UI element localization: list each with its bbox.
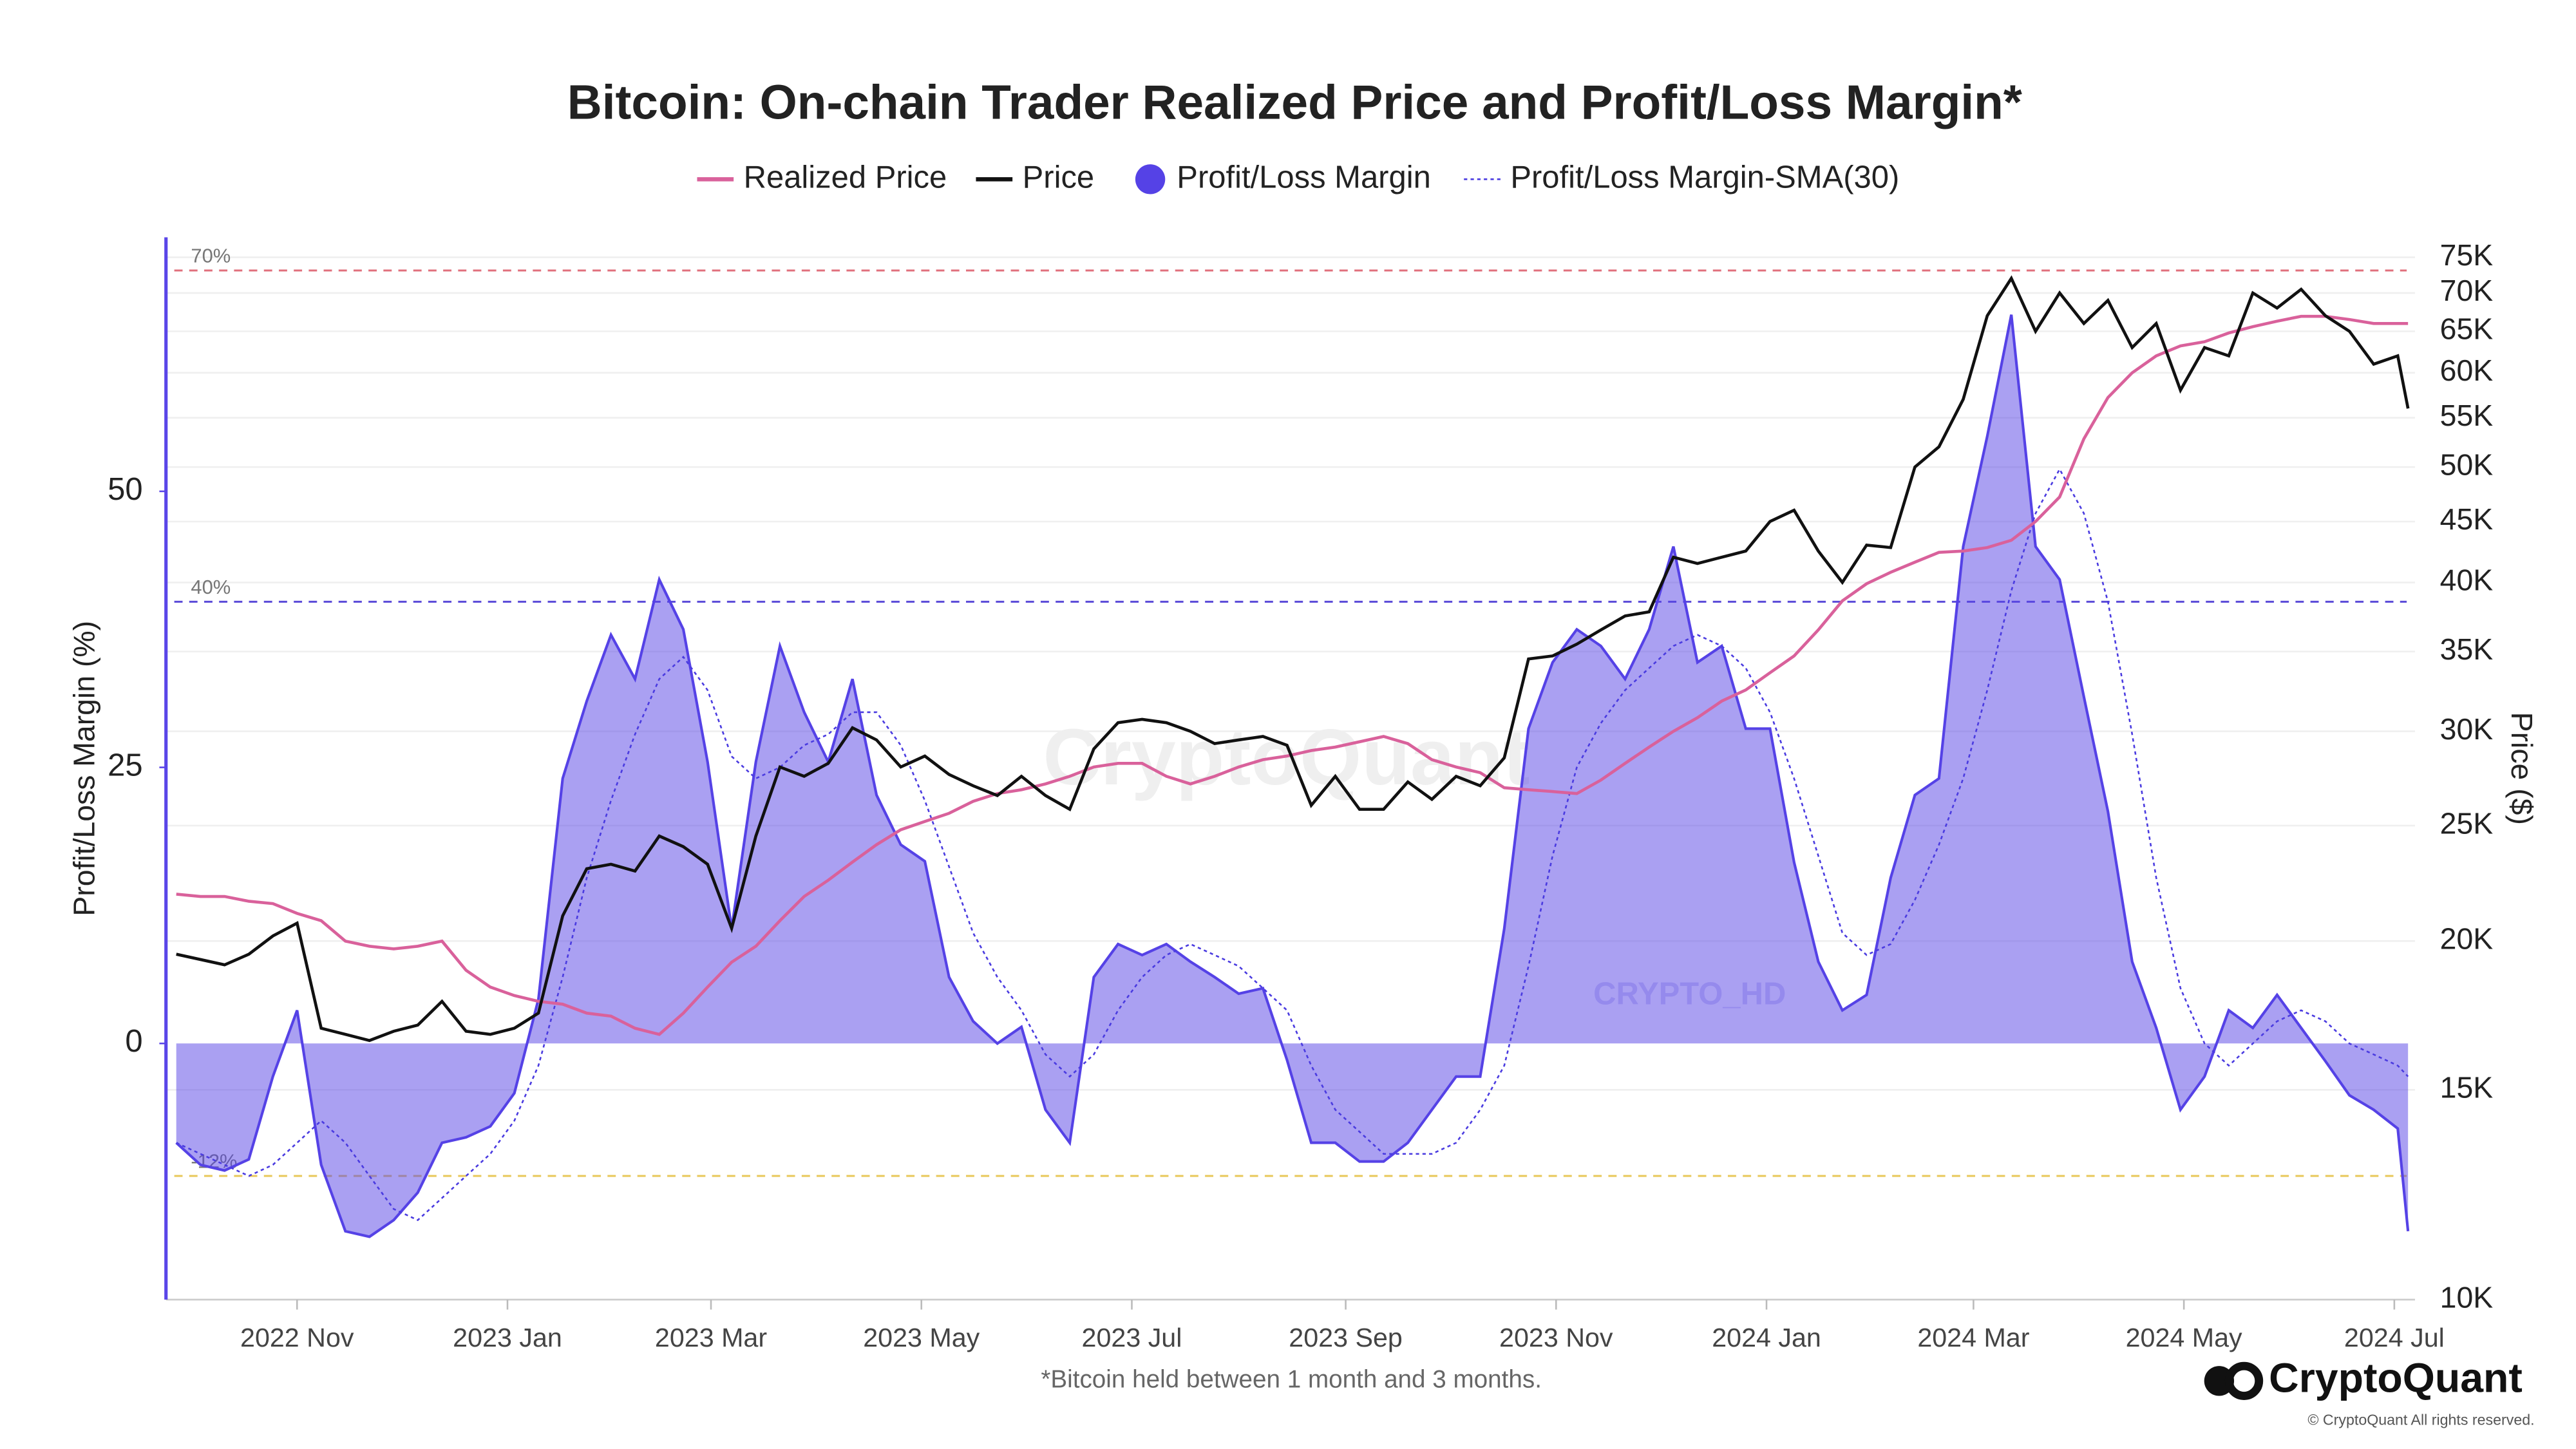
y2-tick-label: 20K [2440, 922, 2494, 956]
y2-tick-label: 10K [2440, 1280, 2494, 1314]
chart-title: Bitcoin: On-chain Trader Realized Price … [567, 75, 2023, 129]
line [176, 467, 2409, 1222]
x-tick-label: 2022 Nov [240, 1323, 354, 1352]
x-tick-label: 2024 Jan [1712, 1323, 1821, 1352]
legend-swatch [1135, 164, 1166, 194]
y2-tick-label: 75K [2440, 238, 2494, 272]
x-tick-label: 2023 May [863, 1323, 980, 1352]
y-tick-label: 25 [108, 748, 142, 783]
y2-tick-label: 40K [2440, 564, 2494, 597]
brand-logo [2204, 1361, 2264, 1400]
y2-tick-label: 70K [2440, 274, 2494, 307]
y2-tick-label: 15K [2440, 1071, 2494, 1104]
y2-tick-label: 50K [2440, 448, 2494, 481]
line [176, 275, 2410, 1043]
reference-label: 70% [191, 245, 231, 267]
area-edge [175, 314, 2410, 1238]
footnote: *Bitcoin held between 1 month and 3 mont… [1041, 1366, 1542, 1394]
reference-label: 40% [191, 576, 231, 598]
x-tick-label: 2024 May [2126, 1323, 2242, 1352]
x-tick-label: 2023 Jul [1082, 1323, 1182, 1352]
legend-label: Profit/Loss Margin [1177, 160, 1430, 194]
y2-tick-label: 55K [2440, 399, 2494, 432]
x-tick-label: 2023 Jan [453, 1323, 562, 1352]
y2-axis-label: Price ($) [2505, 712, 2539, 825]
y2-tick-label: 65K [2440, 312, 2494, 346]
y2-tick-label: 45K [2440, 502, 2494, 536]
y-axis-label: Profit/Loss Margin (%) [67, 621, 100, 916]
x-tick-label: 2023 Nov [1499, 1323, 1613, 1352]
y2-tick-label: 30K [2440, 712, 2494, 746]
legend-label: Profit/Loss Margin-SMA(30) [1510, 160, 1899, 194]
y-tick-label: 0 [125, 1024, 142, 1059]
y-tick-label: 50 [108, 472, 142, 507]
y2-tick-label: 60K [2440, 354, 2494, 387]
x-tick-label: 2023 Sep [1289, 1323, 1403, 1352]
x-tick-label: 2023 Mar [655, 1323, 767, 1352]
line [176, 314, 2409, 1036]
copyright: © CryptoQuant All rights reserved. [2307, 1411, 2534, 1428]
brand: CryptoQuant [2269, 1354, 2523, 1401]
y2-tick-label: 35K [2440, 632, 2494, 666]
x-tick-label: 2024 Mar [1917, 1323, 2029, 1352]
x-tick-label: 2024 Jul [2344, 1323, 2445, 1352]
legend-label: Realized Price [744, 160, 947, 194]
y2-tick-label: 25K [2440, 806, 2494, 840]
legend-label: Price [1023, 160, 1095, 194]
